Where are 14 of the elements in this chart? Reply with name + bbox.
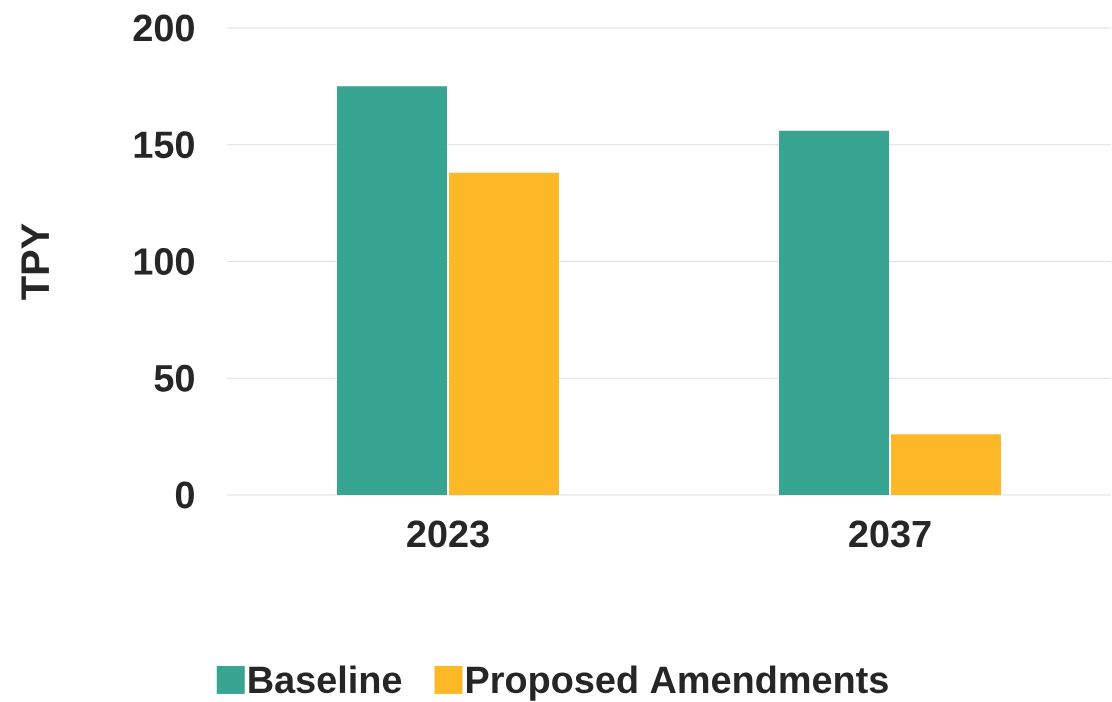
bar [891,434,1001,495]
y-tick-label: 100 [134,248,194,275]
bar [337,86,448,495]
bar [779,130,890,495]
legend-label: Baseline [249,665,402,694]
bar [449,172,559,495]
y-axis-title: TPY [21,223,49,300]
x-tick-label: 2037 [849,520,931,548]
y-tick-label: 50 [154,364,194,392]
legend-label: Proposed Amendments [467,665,888,701]
y-tick-label: 150 [134,131,194,159]
y-tick-label: 0 [175,481,194,509]
y-tick-label: 200 [133,14,194,42]
x-tick-label: 2023 [407,520,489,548]
